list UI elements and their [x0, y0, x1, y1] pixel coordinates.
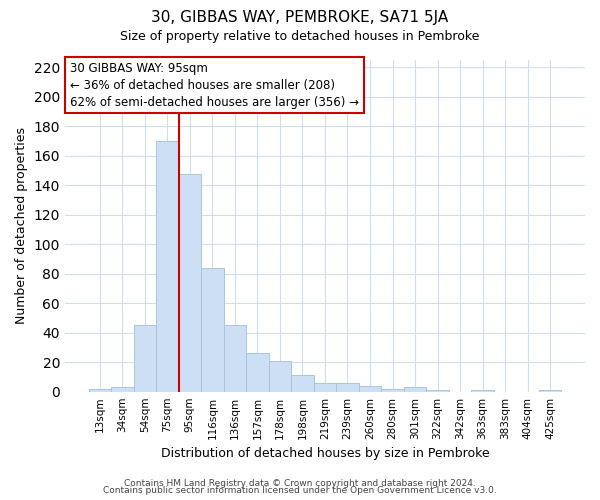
Bar [179, 174, 201, 392]
Text: Contains HM Land Registry data © Crown copyright and database right 2024.: Contains HM Land Registry data © Crown c… [124, 478, 476, 488]
Text: 30, GIBBAS WAY, PEMBROKE, SA71 5JA: 30, GIBBAS WAY, PEMBROKE, SA71 5JA [151, 10, 449, 25]
Bar [89, 388, 111, 392]
Bar [156, 141, 179, 392]
Bar [269, 360, 291, 392]
Bar [291, 376, 314, 392]
Y-axis label: Number of detached properties: Number of detached properties [15, 128, 28, 324]
Bar [134, 326, 156, 392]
Text: Contains public sector information licensed under the Open Government Licence v3: Contains public sector information licen… [103, 486, 497, 495]
Bar [111, 388, 134, 392]
Bar [381, 388, 404, 392]
Bar [246, 354, 269, 392]
Bar [472, 390, 494, 392]
Bar [404, 388, 426, 392]
Bar [426, 390, 449, 392]
X-axis label: Distribution of detached houses by size in Pembroke: Distribution of detached houses by size … [161, 447, 489, 460]
Bar [224, 326, 246, 392]
Bar [201, 268, 224, 392]
Text: Size of property relative to detached houses in Pembroke: Size of property relative to detached ho… [121, 30, 479, 43]
Bar [336, 383, 359, 392]
Bar [539, 390, 562, 392]
Text: 30 GIBBAS WAY: 95sqm
← 36% of detached houses are smaller (208)
62% of semi-deta: 30 GIBBAS WAY: 95sqm ← 36% of detached h… [70, 62, 359, 108]
Bar [314, 383, 336, 392]
Bar [359, 386, 381, 392]
